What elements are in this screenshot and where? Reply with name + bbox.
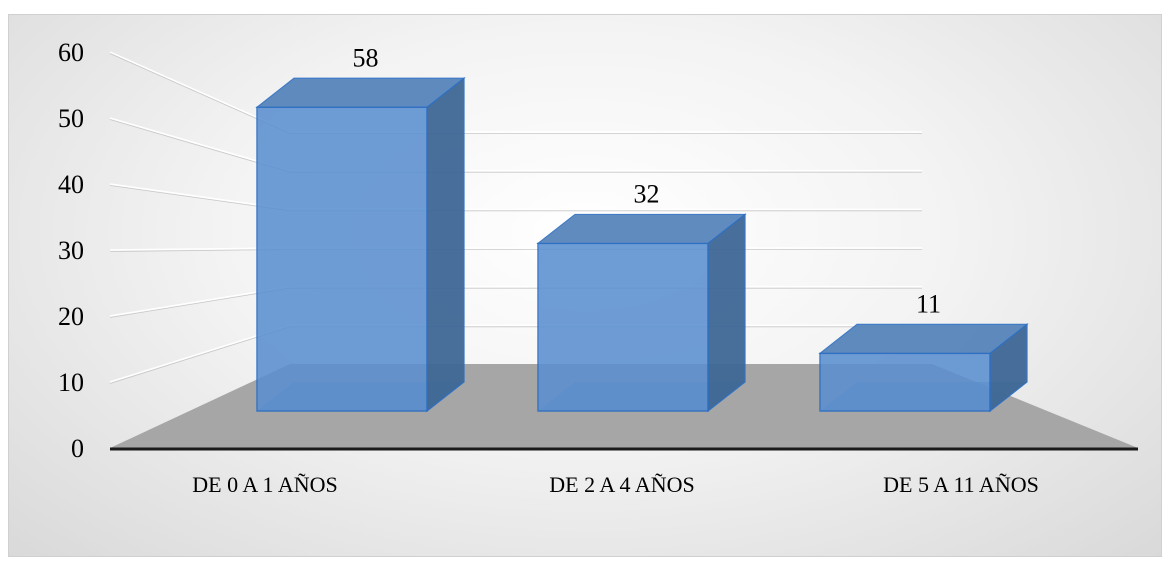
bar-front-face [256,106,428,412]
x-category-label: DE 0 A 1 AÑOS [192,472,337,497]
bar-3 [818,323,1029,413]
bar-2 [536,213,747,413]
data-label: 11 [916,289,941,318]
bars [255,77,1029,413]
y-tick-label: 0 [71,434,84,463]
x-category-label: DE 2 A 4 AÑOS [549,472,694,497]
bar-front-face [537,242,709,412]
bar-top-face [255,77,466,108]
bar-top-face [818,323,1029,354]
data-label: 32 [634,179,660,208]
data-label: 58 [353,43,379,72]
bar-side-face [707,213,746,413]
labels: 0 10 20 30 40 50 60 58 DE 0 A 1 AÑOS 32 DE 2 A 4 A… [58,38,1039,497]
y-tick-label: 50 [58,104,84,133]
y-tick-label: 40 [58,170,84,199]
y-tick-label: 20 [58,302,84,331]
bar-top-face [536,213,747,245]
gridlines [109,51,922,384]
bar-front-face [819,352,991,412]
bar-1 [255,77,466,413]
x-category-label: DE 5 A 11 AÑOS [883,472,1039,497]
y-tick-label: 10 [58,368,84,397]
bar-side-face [426,77,465,413]
y-tick-label: 60 [58,38,84,67]
y-tick-label: 30 [58,236,84,265]
